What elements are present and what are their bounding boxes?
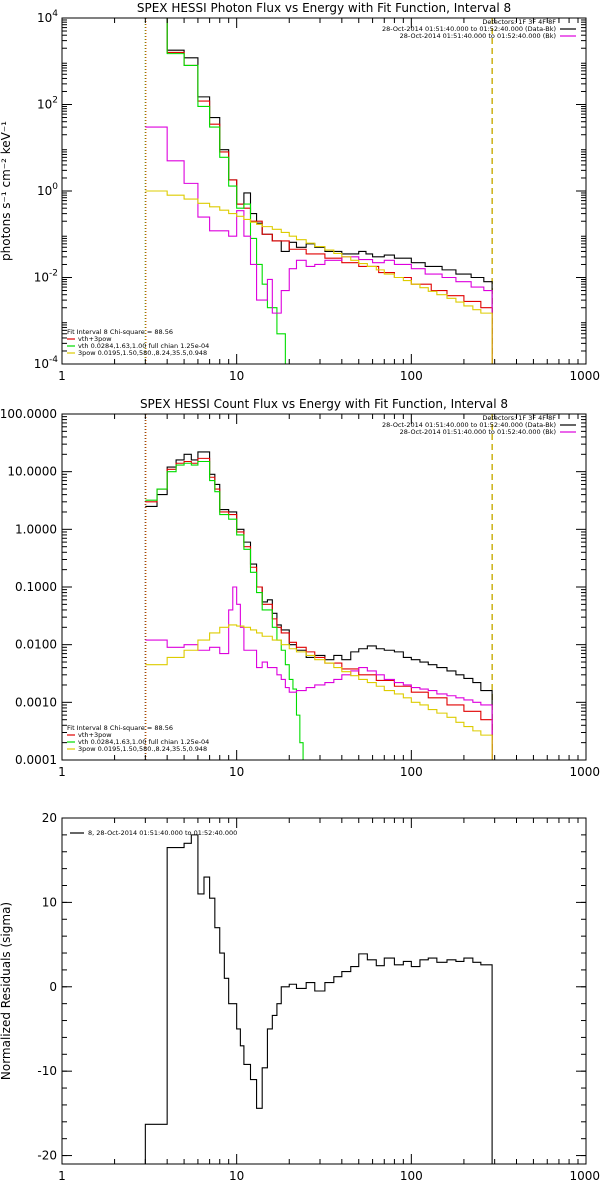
y-tick-label: 0.1000 bbox=[15, 580, 57, 594]
legend-entry: 28-Oct-2014 01:51:40.000 to 01:52:40.000… bbox=[382, 421, 556, 429]
legend-entry: 28-Oct-2014 01:51:40.000 to 01:52:40.000… bbox=[400, 428, 556, 436]
plot-frame bbox=[61, 17, 587, 365]
panel-3: 1 10 100 1000 -20 -10 0 10 20 Normalized Residual… bbox=[0, 811, 600, 1183]
x-tick-label: 10 bbox=[229, 765, 244, 779]
y-tick-base: 10 bbox=[34, 357, 49, 371]
series-line bbox=[145, 624, 493, 760]
y-tick-label: 10-2 bbox=[34, 269, 58, 285]
x-tick-label: 1000 bbox=[569, 1169, 600, 1183]
series-line bbox=[145, 457, 493, 760]
x-tick-label: 1000 bbox=[569, 369, 600, 383]
x-tick-label: 1 bbox=[58, 765, 66, 779]
y-axis-label: photons s⁻¹ cm⁻² keV⁻¹ bbox=[0, 121, 13, 261]
y-tick-base: 10 bbox=[37, 98, 52, 112]
y-tick-label: 0.0010 bbox=[15, 695, 57, 709]
series-line bbox=[144, 834, 493, 1164]
series-line bbox=[145, 190, 493, 364]
y-tick-label: 102 bbox=[37, 96, 58, 112]
legend-entry: vth+3pow bbox=[78, 731, 112, 739]
y-tick-exponent: 4 bbox=[52, 9, 58, 19]
x-tick-label: 100 bbox=[400, 765, 423, 779]
y-tick-label: 104 bbox=[37, 9, 58, 25]
series-line bbox=[145, 451, 493, 760]
plot-frame bbox=[61, 413, 587, 761]
legend-entry: 8, 28-Oct-2014 01:51:40.000 to 01:52:40.… bbox=[88, 829, 237, 837]
legend-entry: 3pow 0.0195,1.50,580.,8.24,35.5,0.948 bbox=[78, 349, 207, 357]
plot-frame bbox=[61, 817, 587, 1165]
legend-entry: Detectors: 1F 3F 4F 8F bbox=[482, 414, 556, 422]
y-tick-exponent: 2 bbox=[52, 96, 58, 106]
chart-title: SPEX HESSI Count Flux vs Energy with Fit… bbox=[140, 397, 508, 411]
y-tick-label: 0.0001 bbox=[15, 753, 57, 767]
x-tick-label: 100 bbox=[400, 1169, 423, 1183]
y-tick-label: 0.0100 bbox=[15, 638, 57, 652]
plot-area bbox=[144, 18, 493, 364]
chart-title: SPEX HESSI Photon Flux vs Energy with Fi… bbox=[137, 1, 511, 15]
y-tick-label: 10 bbox=[42, 895, 57, 909]
y-tick-exponent: -4 bbox=[49, 355, 58, 365]
series-line bbox=[145, 586, 493, 760]
y-tick-label: 1.0000 bbox=[15, 522, 57, 536]
x-tick-label: 10 bbox=[229, 1169, 244, 1183]
series-line bbox=[145, 18, 493, 364]
legend-entry: Fit Interval 8 Chi-square = 88.56 bbox=[67, 328, 173, 336]
y-tick-exponent: 0 bbox=[52, 182, 58, 192]
panel-2: SPEX HESSI Count Flux vs Energy with Fit… bbox=[0, 397, 600, 779]
y-tick-label: -20 bbox=[37, 1149, 57, 1163]
y-tick-label: 100 bbox=[37, 182, 58, 198]
x-tick-label: 1 bbox=[58, 369, 66, 383]
legend-entry: vth 0.0284,1.63,1.00 full chian 1.25e-04 bbox=[78, 342, 209, 350]
y-tick-label: 20 bbox=[42, 811, 57, 825]
plot-area bbox=[144, 414, 493, 760]
plot-area bbox=[144, 834, 493, 1164]
y-tick-label: 0 bbox=[49, 980, 57, 994]
panel-1: SPEX HESSI Photon Flux vs Energy with Fi… bbox=[0, 1, 600, 383]
legend-entry: Detectors: 1F 3F 4F 8F bbox=[482, 18, 556, 26]
y-tick-exponent: -2 bbox=[49, 269, 58, 279]
y-tick-label: 10-4 bbox=[34, 355, 59, 371]
legend-entry: vth 0.0284,1.63,1.00 full chian 1.25e-04 bbox=[78, 738, 209, 746]
x-tick-label: 1000 bbox=[569, 765, 600, 779]
y-tick-base: 10 bbox=[37, 11, 52, 25]
legend-entry: 3pow 0.0195,1.50,580.,8.24,35.5,0.948 bbox=[78, 745, 207, 753]
legend-entry: vth+3pow bbox=[78, 335, 112, 343]
y-axis-label: Normalized Residuals (sigma) bbox=[0, 902, 13, 1080]
y-tick-label: 100.0000 bbox=[0, 407, 57, 421]
series-line bbox=[145, 18, 493, 364]
y-tick-label: 10.0000 bbox=[7, 465, 57, 479]
legend-entry: 28-Oct-2014 01:51:40.000 to 01:52:40.000… bbox=[400, 32, 556, 40]
legend-entry: Fit Interval 8 Chi-square = 88.56 bbox=[67, 724, 173, 732]
x-tick-label: 1 bbox=[58, 1169, 66, 1183]
y-tick-label: -10 bbox=[37, 1064, 57, 1078]
x-tick-label: 10 bbox=[229, 369, 244, 383]
series-line bbox=[145, 126, 493, 364]
legend-entry: 28-Oct-2014 01:51:40.000 to 01:52:40.000… bbox=[382, 25, 556, 33]
series-line bbox=[145, 460, 304, 760]
x-tick-label: 100 bbox=[400, 369, 423, 383]
y-tick-base: 10 bbox=[34, 271, 49, 285]
y-tick-base: 10 bbox=[37, 184, 52, 198]
